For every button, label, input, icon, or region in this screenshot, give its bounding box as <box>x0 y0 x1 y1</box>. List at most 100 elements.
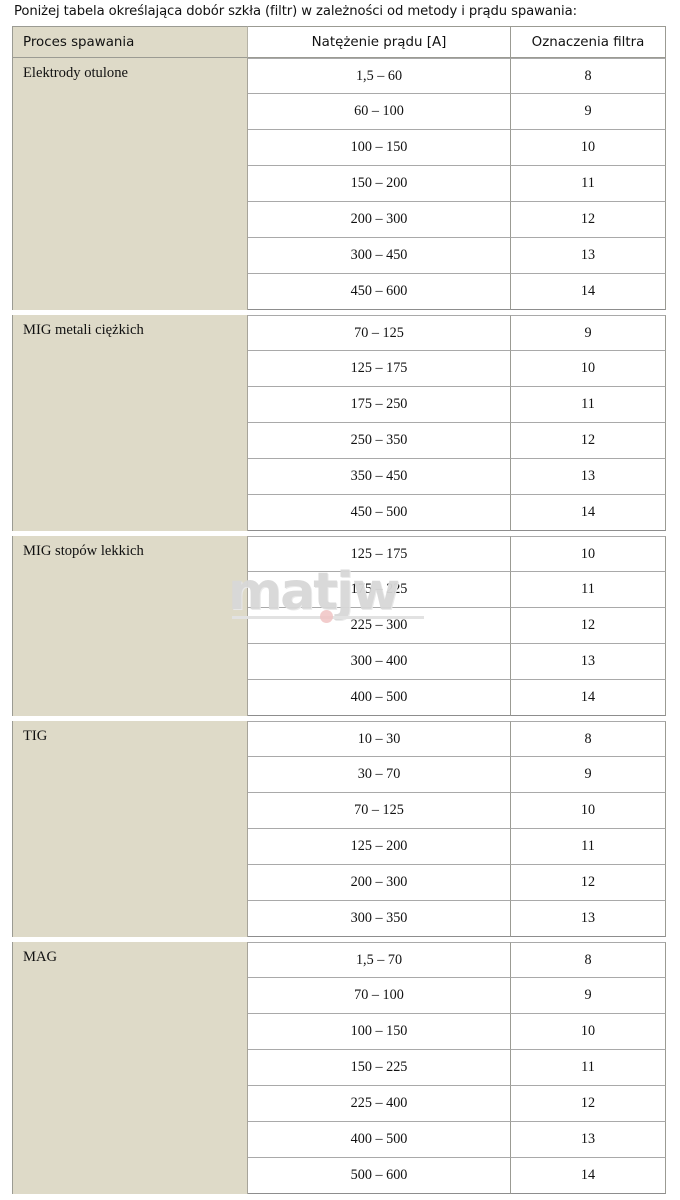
group-separator-cell <box>248 310 511 315</box>
table-row: 70 – 125 10 <box>12 793 666 829</box>
table-row: 175 – 250 11 <box>12 387 666 423</box>
table-row: 125 – 175 10 <box>12 351 666 387</box>
group-separator-cell <box>511 937 666 942</box>
table-row: 125 – 200 11 <box>12 829 666 865</box>
current-range-cell: 175 – 250 <box>248 387 511 423</box>
current-range-cell: 200 – 300 <box>248 202 511 238</box>
current-range-cell: 100 – 150 <box>248 130 511 166</box>
group-separator <box>12 716 666 721</box>
filter-shade-cell: 13 <box>511 1122 666 1158</box>
filter-shade-cell: 8 <box>511 942 666 978</box>
column-header-filter: Oznaczenia filtra <box>511 26 666 58</box>
current-range-cell: 300 – 450 <box>248 238 511 274</box>
filter-shade-cell: 10 <box>511 1014 666 1050</box>
filter-shade-cell: 9 <box>511 978 666 1014</box>
filter-shade-cell: 11 <box>511 829 666 865</box>
process-name-cell: MIG metali ciężkich <box>12 315 248 531</box>
table-row: 150 – 225 11 <box>12 1050 666 1086</box>
current-range-cell: 10 – 30 <box>248 721 511 757</box>
filter-shade-cell: 12 <box>511 608 666 644</box>
current-range-cell: 30 – 70 <box>248 757 511 793</box>
group-separator-cell <box>248 937 511 942</box>
table-row: 500 – 600 14 <box>12 1158 666 1194</box>
current-range-cell: 1,5 – 60 <box>248 58 511 94</box>
current-range-cell: 125 – 200 <box>248 829 511 865</box>
filter-shade-cell: 11 <box>511 572 666 608</box>
table-row: 100 – 150 10 <box>12 130 666 166</box>
current-range-cell: 250 – 350 <box>248 423 511 459</box>
table-row: 300 – 400 13 <box>12 644 666 680</box>
filter-shade-cell: 11 <box>511 166 666 202</box>
table-row: TIG 10 – 30 8 <box>12 721 666 937</box>
column-header-current: Natężenie prądu [A] <box>248 26 511 58</box>
current-range-cell: 70 – 125 <box>248 793 511 829</box>
group-separator-cell <box>12 937 248 942</box>
table-row: 225 – 400 12 <box>12 1086 666 1122</box>
current-range-cell: 150 – 200 <box>248 166 511 202</box>
current-range-cell: 225 – 300 <box>248 608 511 644</box>
filter-shade-cell: 9 <box>511 757 666 793</box>
filter-shade-cell: 13 <box>511 238 666 274</box>
table-row: 400 – 500 14 <box>12 680 666 716</box>
group-separator-cell <box>511 716 666 721</box>
welding-filter-table-container: Proces spawania Natężenie prądu [A] Ozna… <box>12 26 666 1194</box>
table-row: 200 – 300 12 <box>12 202 666 238</box>
current-range-cell: 300 – 350 <box>248 901 511 937</box>
table-header: Proces spawania Natężenie prądu [A] Ozna… <box>12 26 666 58</box>
group-separator <box>12 310 666 315</box>
table-row: 100 – 150 10 <box>12 1014 666 1050</box>
current-range-cell: 200 – 300 <box>248 865 511 901</box>
filter-shade-cell: 14 <box>511 274 666 310</box>
current-range-cell: 500 – 600 <box>248 1158 511 1194</box>
filter-shade-cell: 10 <box>511 351 666 387</box>
welding-filter-table: Proces spawania Natężenie prądu [A] Ozna… <box>12 26 666 1194</box>
header-row: Proces spawania Natężenie prądu [A] Ozna… <box>12 26 666 58</box>
current-range-cell: 125 – 175 <box>248 351 511 387</box>
table-row: 450 – 500 14 <box>12 495 666 531</box>
filter-shade-cell: 14 <box>511 1158 666 1194</box>
table-row: Elektrody otulone 1,5 – 60 8 <box>12 58 666 310</box>
process-name-cell: MIG stopów lekkich <box>12 536 248 716</box>
intro-text: Poniżej tabela określająca dobór szkła (… <box>14 4 577 19</box>
table-row: 200 – 300 12 <box>12 865 666 901</box>
current-range-cell: 70 – 125 <box>248 315 511 351</box>
current-range-cell: 450 – 500 <box>248 495 511 531</box>
current-range-cell: 1,5 – 70 <box>248 942 511 978</box>
filter-shade-cell: 8 <box>511 58 666 94</box>
current-range-cell: 350 – 450 <box>248 459 511 495</box>
group-separator-cell <box>12 310 248 315</box>
table-row: 450 – 600 14 <box>12 274 666 310</box>
current-range-cell: 400 – 500 <box>248 1122 511 1158</box>
current-range-cell: 400 – 500 <box>248 680 511 716</box>
table-body: Elektrody otulone 1,5 – 60 8 60 – 100 9 100 –… <box>12 58 666 1194</box>
table-row: 175 – 225 11 <box>12 572 666 608</box>
table-row: 400 – 500 13 <box>12 1122 666 1158</box>
current-range-cell: 300 – 400 <box>248 644 511 680</box>
filter-shade-cell: 13 <box>511 459 666 495</box>
current-range-cell: 70 – 100 <box>248 978 511 1014</box>
table-row: MIG metali ciężkich 70 – 125 9 <box>12 315 666 531</box>
filter-shade-cell: 11 <box>511 1050 666 1086</box>
current-range-cell: 150 – 225 <box>248 1050 511 1086</box>
filter-shade-cell: 10 <box>511 536 666 572</box>
group-separator <box>12 937 666 942</box>
filter-shade-cell: 11 <box>511 387 666 423</box>
filter-shade-cell: 13 <box>511 901 666 937</box>
current-range-cell: 125 – 175 <box>248 536 511 572</box>
process-name-cell: Elektrody otulone <box>12 58 248 310</box>
group-separator-cell <box>511 531 666 536</box>
group-separator-cell <box>248 531 511 536</box>
current-range-cell: 60 – 100 <box>248 94 511 130</box>
filter-shade-cell: 9 <box>511 315 666 351</box>
filter-shade-cell: 14 <box>511 495 666 531</box>
group-separator-cell <box>12 531 248 536</box>
current-range-cell: 450 – 600 <box>248 274 511 310</box>
filter-shade-cell: 14 <box>511 680 666 716</box>
table-row: 60 – 100 9 <box>12 94 666 130</box>
table-row: MAG 1,5 – 70 8 <box>12 942 666 1194</box>
group-separator-cell <box>248 716 511 721</box>
table-row: 225 – 300 12 <box>12 608 666 644</box>
filter-shade-cell: 12 <box>511 202 666 238</box>
filter-shade-cell: 9 <box>511 94 666 130</box>
